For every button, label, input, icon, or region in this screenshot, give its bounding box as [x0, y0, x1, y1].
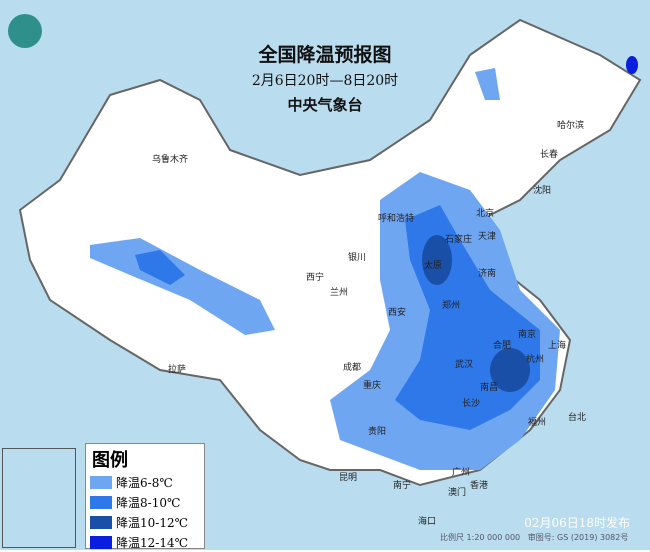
city-label: 澳门	[448, 488, 467, 498]
city-label: 兰州	[330, 288, 349, 298]
legend-swatch	[90, 515, 112, 529]
city-label: 沈阳	[533, 186, 552, 196]
south-china-sea-inset	[2, 448, 76, 548]
city-label: 南京	[518, 330, 537, 340]
issued-time: 02月06日18时发布	[524, 516, 630, 530]
legend-item: 降温8-10℃	[90, 492, 204, 512]
city-label: 成都	[343, 363, 362, 373]
legend-label: 降温8-10℃	[116, 495, 181, 510]
city-label: 济南	[478, 269, 497, 279]
city-label: 香港	[470, 481, 489, 491]
city-label: 武汉	[455, 360, 474, 370]
city-label: 上海	[548, 341, 567, 351]
legend-label: 降温10-12℃	[116, 515, 189, 530]
city-label: 郑州	[442, 301, 461, 311]
city-label: 太原	[424, 261, 443, 271]
zone-10-12-north	[422, 235, 452, 285]
forecast-period: 2月6日20时—8日20时	[251, 73, 399, 89]
city-label: 西安	[388, 308, 407, 318]
city-label: 长沙	[462, 399, 481, 409]
legend-title: 图例	[92, 450, 128, 471]
city-label: 北京	[476, 209, 495, 219]
city-label: 天津	[478, 232, 497, 242]
legend: 图例 降温6-8℃ 降温8-10℃ 降温10-12℃ 降温12-14℃	[85, 443, 205, 552]
zone-6-8-ne	[475, 68, 500, 100]
city-label: 乌鲁木齐	[152, 155, 189, 165]
city-label: 杭州	[526, 355, 545, 365]
scale-note: 比例尺 1:20 000 000 审图号: GS (2019) 3082号	[440, 533, 629, 542]
city-label: 南宁	[393, 481, 412, 491]
city-label: 拉萨	[168, 365, 187, 375]
city-label: 台北	[568, 413, 587, 423]
legend-swatch	[90, 535, 112, 549]
legend-swatch	[90, 475, 112, 489]
city-label: 西宁	[306, 273, 325, 283]
legend-item: 降温12-14℃	[90, 532, 204, 552]
city-label: 哈尔滨	[557, 121, 585, 131]
city-label: 贵阳	[368, 427, 387, 437]
city-label: 南昌	[480, 383, 499, 393]
city-label: 重庆	[363, 381, 382, 391]
map-title: 全国降温预报图	[258, 44, 392, 66]
zone-6-8-west	[90, 238, 275, 335]
city-label: 长春	[540, 150, 559, 160]
agency: 中央气象台	[287, 96, 363, 114]
city-label: 呼和浩特	[378, 214, 415, 224]
legend-item: 降温6-8℃	[90, 472, 204, 492]
cma-logo	[8, 14, 42, 48]
legend-label: 降温6-8℃	[116, 475, 173, 490]
legend-swatch	[90, 495, 112, 509]
city-label: 广州	[452, 468, 471, 478]
city-label: 银川	[348, 253, 367, 263]
city-label: 昆明	[339, 473, 358, 483]
city-label: 福州	[528, 418, 547, 428]
legend-label: 降温12-14℃	[116, 535, 189, 550]
city-label: 海口	[418, 517, 437, 527]
city-label: 石家庄	[445, 235, 473, 245]
legend-item: 降温10-12℃	[90, 512, 204, 532]
zone-10-12-south	[490, 348, 530, 392]
city-label: 合肥	[493, 341, 512, 351]
zone-12-14	[626, 56, 638, 74]
zone-8-10-west	[135, 250, 185, 285]
